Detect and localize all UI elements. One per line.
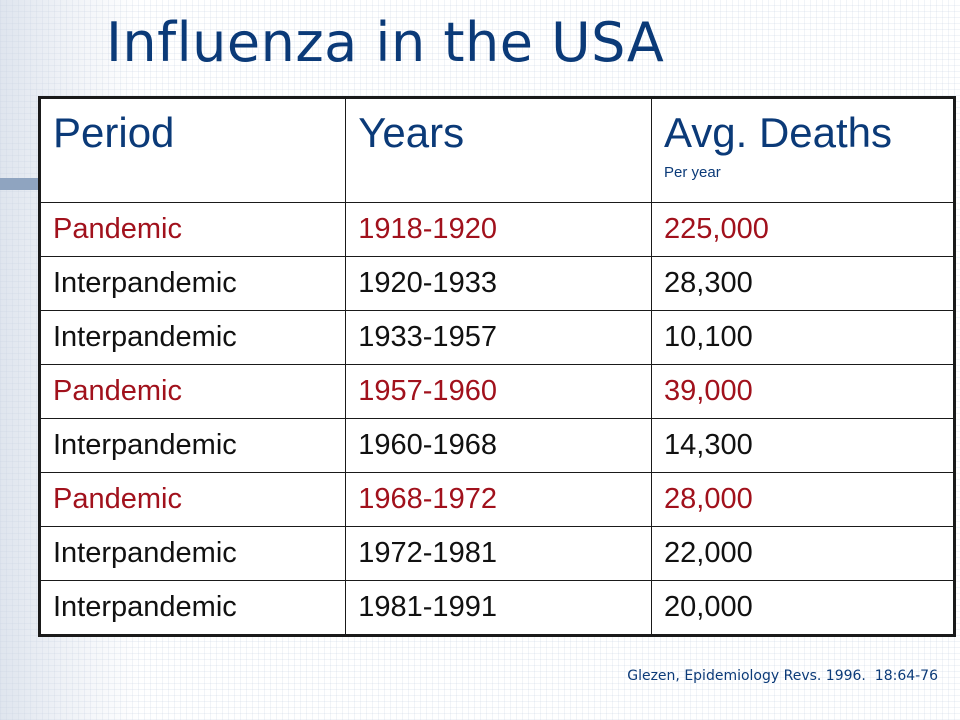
header-period-label: Period <box>53 109 175 156</box>
header-deaths-sublabel: Per year <box>664 164 721 181</box>
cell-deaths: 20,000 <box>651 580 955 636</box>
cell-period: Interpandemic <box>38 580 347 636</box>
cell-years: 1957-1960 <box>345 364 653 419</box>
cell-deaths: 22,000 <box>651 526 955 581</box>
cell-period: Pandemic <box>38 472 347 527</box>
cell-deaths: 28,300 <box>651 256 955 311</box>
table-row: Interpandemic 1960-1968 14,300 <box>38 418 955 473</box>
cell-period: Interpandemic <box>38 526 347 581</box>
header-years: Years <box>345 97 653 203</box>
header-deaths: Avg. Deaths Per year <box>651 97 955 203</box>
cell-period: Pandemic <box>38 202 347 257</box>
cell-period: Pandemic <box>38 364 347 419</box>
table-row: Pandemic 1957-1960 39,000 <box>38 364 955 419</box>
cell-years: 1972-1981 <box>345 526 653 581</box>
table-row: Pandemic 1918-1920 225,000 <box>38 202 955 257</box>
cell-deaths: 14,300 <box>651 418 955 473</box>
influenza-table: Period Years Avg. Deaths Per year Pandem… <box>38 96 956 637</box>
cell-deaths: 10,100 <box>651 310 955 365</box>
table-row: Interpandemic 1920-1933 28,300 <box>38 256 955 311</box>
accent-bar <box>0 178 38 190</box>
cell-period: Interpandemic <box>38 418 347 473</box>
cell-years: 1920-1933 <box>345 256 653 311</box>
slide-title: Influenza in the USA <box>106 11 665 74</box>
cell-years: 1968-1972 <box>345 472 653 527</box>
table-row: Pandemic 1968-1972 28,000 <box>38 472 955 527</box>
cell-deaths: 225,000 <box>651 202 955 257</box>
header-years-label: Years <box>358 109 465 156</box>
cell-years: 1981-1991 <box>345 580 653 636</box>
table-row: Interpandemic 1972-1981 22,000 <box>38 526 955 581</box>
cell-years: 1918-1920 <box>345 202 653 257</box>
cell-deaths: 28,000 <box>651 472 955 527</box>
citation: Glezen, Epidemiology Revs. 1996. 18:64-7… <box>627 668 938 684</box>
cell-period: Interpandemic <box>38 310 347 365</box>
header-deaths-label: Avg. Deaths <box>664 109 893 156</box>
cell-deaths: 39,000 <box>651 364 955 419</box>
table-header-row: Period Years Avg. Deaths Per year <box>38 97 955 203</box>
table-row: Interpandemic 1981-1991 20,000 <box>38 580 955 636</box>
cell-years: 1933-1957 <box>345 310 653 365</box>
table-row: Interpandemic 1933-1957 10,100 <box>38 310 955 365</box>
cell-period: Interpandemic <box>38 256 347 311</box>
cell-years: 1960-1968 <box>345 418 653 473</box>
header-period: Period <box>38 97 347 203</box>
